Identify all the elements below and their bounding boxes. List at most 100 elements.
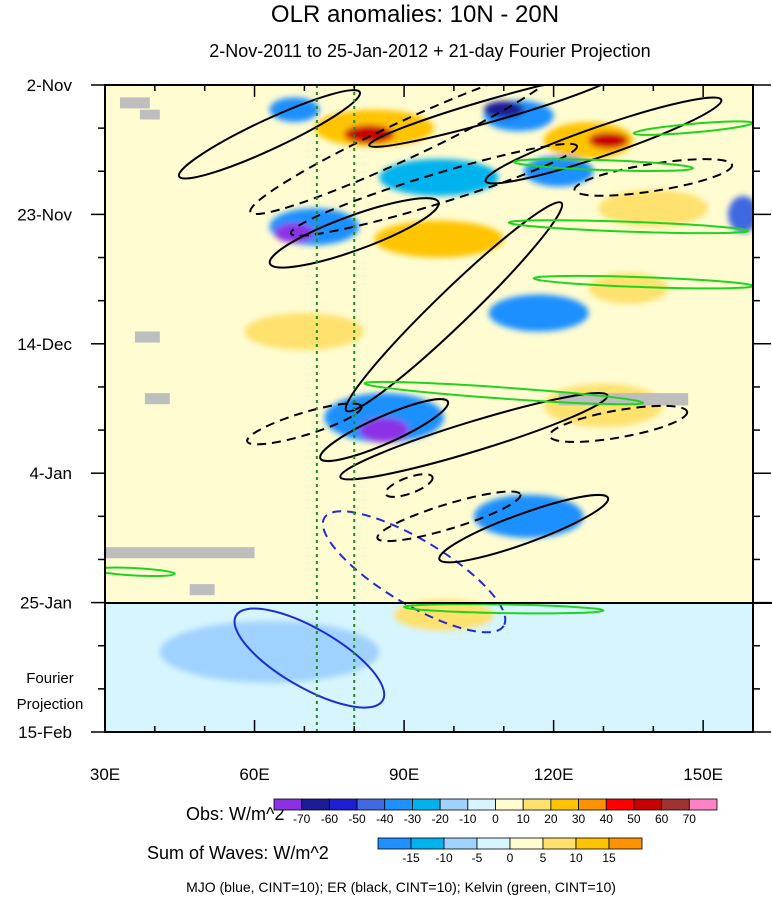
y-tick-label: 14-Dec [17,335,72,354]
colorbar-swatch [509,837,544,850]
colorbar-swatch [443,837,478,850]
er-contour [438,493,610,564]
anomaly-blob [588,132,629,149]
colorbar-swatch [550,798,579,811]
reference-longitude-lines [315,85,356,732]
colorbar-swatch [412,798,441,811]
chart-title: OLR anomalies: 10N - 20N [271,1,559,28]
er-contour [384,473,434,498]
colorbar-swatch [605,798,635,811]
missing-data-box [144,393,170,405]
colorbar-swatch [608,837,643,850]
waves-colorbar-label: Sum of Waves: W/m^2 [147,843,329,863]
er-contour [344,201,564,413]
colorbar-tick-label: -70 [293,812,311,826]
anomaly-blob [588,272,669,304]
er-contour [376,490,522,543]
missing-data-box [139,109,160,120]
colorbar-swatch [476,837,511,850]
colorbar-swatch [633,798,663,811]
colorbar-tick-label: -10 [459,812,477,826]
colorbar-swatch [301,798,330,811]
colorbar-swatch [410,837,445,850]
anomaly-blob [379,158,499,196]
colorbar-tick-label: -60 [321,812,339,826]
colorbar-tick-label: 40 [600,812,614,826]
plot-area [105,85,753,732]
x-tick-label: 120E [534,765,574,784]
colorbar-tick-label: 0 [492,812,499,826]
colorbar-swatch [495,798,524,811]
anomaly-blob [379,473,479,511]
colorbar-tick-label: 70 [683,812,697,826]
waves-colorbar: -15 -10 -5 0 5 10 15 [377,837,643,865]
er-contour [484,96,723,185]
er-contour [368,85,620,148]
colorbar-tick-label: 10 [517,812,531,826]
x-tick-label: 90E [389,765,419,784]
kelvin-contour [105,566,176,578]
colorbar-swatch [688,798,718,811]
colorbar-tick-label: 50 [627,812,641,826]
er-contour [548,404,689,443]
colorbar-tick-label: -30 [404,812,422,826]
missing-data-box [105,547,255,559]
colorbar-swatch [467,798,496,811]
mjo-contour [321,510,507,634]
colorbar-swatch [356,798,386,811]
anomaly-blob [523,155,594,187]
x-tick-label: 60E [239,765,269,784]
anomaly-blob [164,362,325,412]
anomaly-blob [543,121,634,159]
x-tick-labels: 30E 60E 90E 120E 150E [90,765,723,784]
anomaly-blob [374,220,504,258]
colorbar-swatch [542,837,577,850]
colorbar-tick-label: -20 [431,812,449,826]
kelvin-contour [363,380,644,406]
y-tick-label: 4-Jan [29,464,72,483]
colorbar-tick-label: 20 [544,812,558,826]
wave-contours [105,85,753,709]
y-tick-label: 25-Jan [20,594,72,613]
colorbar-tick-label: -50 [348,812,366,826]
colorbar-tick-label: 30 [572,812,586,826]
x-tick-marks [154,85,704,732]
er-contour [177,89,362,180]
colorbar-swatch [377,837,412,850]
colorbar-tick-label: 10 [569,851,583,865]
y-tick-labels: 2-Nov 23-Nov 14-Dec 4-Jan 25-Jan 15-Feb [17,76,72,742]
colorbar-tick-label: 60 [655,812,669,826]
anomaly-blob [483,101,524,119]
anomaly-blob [473,494,584,538]
y-tick-marks [91,84,771,733]
kelvin-contour [507,219,749,235]
anomaly-blob [359,417,410,443]
colorbar-swatch [661,798,690,811]
anomaly-blob [488,294,589,332]
colorbar-tick-label: 0 [507,851,514,865]
y-tick-label: 15-Feb [18,723,72,742]
x-tick-label: 150E [683,765,723,784]
missing-data-box [189,584,215,596]
anomaly-blob [274,223,315,243]
projection-label-line1: Fourier [26,670,74,687]
y-tick-label: 23-Nov [17,205,72,224]
er-contour [319,398,450,463]
colorbar-swatch [522,798,552,811]
anomaly-blob [244,312,365,350]
obs-colorbar: -70 -60 -50 -40 -30 -20 -10 0 10 20 30 40 50 60 70 [273,798,718,826]
x-tick-label: 30E [90,765,120,784]
er-contour [249,85,559,216]
colorbar-tick-label: 5 [540,851,547,865]
er-contour [339,392,609,481]
colorbar-swatch [273,798,303,811]
anomaly-blob [598,189,709,227]
mjo-contour [233,607,386,709]
colorbar-swatch [384,798,413,811]
anomaly-blob [728,195,753,233]
missing-data-box [134,331,160,343]
colorbar-tick-label: -15 [402,851,420,865]
er-contour [268,197,440,269]
anomaly-blob [394,599,494,631]
